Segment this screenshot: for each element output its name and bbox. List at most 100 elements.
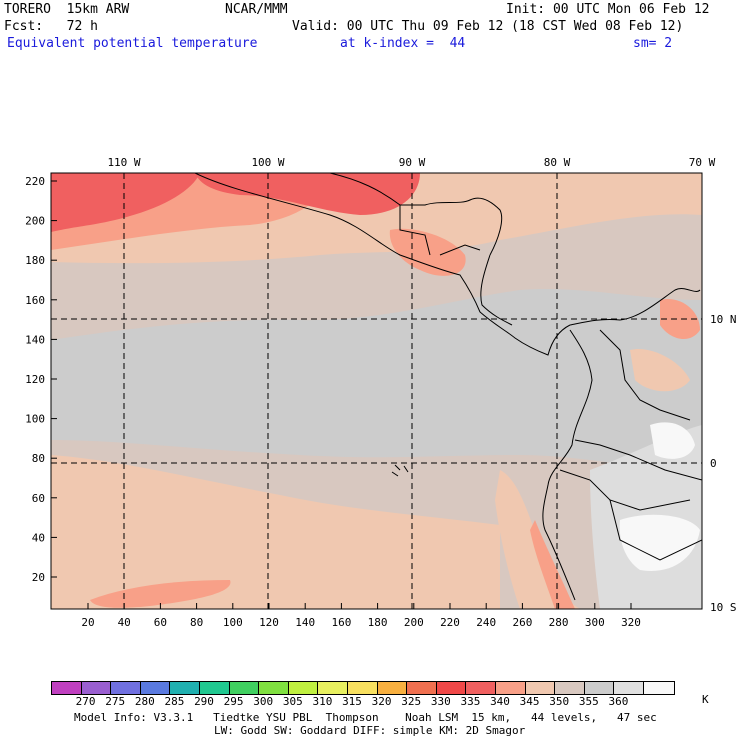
model-info: Model Info: V3.3.1 Tiedtke YSU PBL Thomp… xyxy=(74,711,657,724)
colorbar-swatch xyxy=(583,681,615,695)
y-tick-label: 160 xyxy=(25,294,45,307)
hot-band-northwest xyxy=(51,173,200,232)
grid-lines xyxy=(51,173,702,609)
y-axis-ticks: 220 200 180 160 140 120 100 80 60 40 20 xyxy=(25,175,57,584)
colorbar-label: 350 xyxy=(549,695,570,708)
coastlines xyxy=(194,173,702,601)
colorbar-swatch xyxy=(376,681,408,695)
border-peru-brazil xyxy=(609,499,702,561)
longitude-label: 80 W xyxy=(544,156,571,169)
longitude-label: 110 W xyxy=(107,156,140,169)
x-tick-label: 80 xyxy=(190,616,203,629)
y-tick-label: 220 xyxy=(25,175,45,188)
y-tick-label: 180 xyxy=(25,254,45,267)
warm-streak-south xyxy=(90,580,231,608)
colorbar-label: 305 xyxy=(282,695,303,708)
coast-colombia-north xyxy=(569,288,701,326)
smoothing-label: sm= 2 xyxy=(633,36,673,51)
colorbar-swatch xyxy=(287,681,319,695)
colorbar-swatch xyxy=(80,681,112,695)
colorbar-swatch xyxy=(199,681,230,695)
longitude-label: 70 W xyxy=(689,156,716,169)
colorbar-label: 285 xyxy=(164,695,185,708)
colorbar-swatch xyxy=(554,681,585,695)
colorbar-label: 280 xyxy=(134,695,155,708)
forecast-hour: Fcst: 72 h xyxy=(4,19,98,34)
x-tick-label: 60 xyxy=(154,616,167,629)
physics-info: LW: Godd SW: Goddard DIFF: simple KM: 2D… xyxy=(214,724,526,737)
field-name: Equivalent potential temperature xyxy=(7,36,258,51)
colorbar-swatch xyxy=(406,681,437,695)
latitude-label: 0 xyxy=(710,457,717,470)
x-tick-label: 300 xyxy=(585,616,605,629)
center-name: NCAR/MMM xyxy=(225,2,288,17)
colorbar-label: 345 xyxy=(519,695,540,708)
y-tick-label: 60 xyxy=(32,492,45,505)
longitude-label: 100 W xyxy=(251,156,284,169)
coast-caribbean-side xyxy=(480,254,513,326)
cool-band-equatorial xyxy=(51,288,702,470)
warm-patch-caribbean-coast xyxy=(660,299,700,340)
colorbar-swatch xyxy=(258,681,289,695)
coast-south-america-pacific xyxy=(542,329,593,601)
level-label: at k-index = 44 xyxy=(340,36,466,51)
x-tick-label: 240 xyxy=(476,616,496,629)
coast-central-america-pacific xyxy=(194,173,571,356)
y-tick-label: 120 xyxy=(25,373,45,386)
x-tick-label: 120 xyxy=(259,616,279,629)
colorbar-label: 315 xyxy=(342,695,362,708)
map-field xyxy=(51,173,702,609)
valid-time: Valid: 00 UTC Thu 09 Feb 12 (18 CST Wed … xyxy=(292,19,684,34)
map-frame xyxy=(50,172,703,610)
colorbar-swatch xyxy=(169,681,200,695)
colorbar-swatch xyxy=(347,681,378,695)
colorbar-swatch xyxy=(110,681,141,695)
warm-band-south xyxy=(51,455,500,609)
colorbar-label: 340 xyxy=(490,695,510,708)
colorbar-label: 270 xyxy=(75,695,96,708)
colorbar-label: 290 xyxy=(194,695,214,708)
colorbar-swatch xyxy=(228,681,260,695)
model-name: TORERO 15km ARW xyxy=(4,2,130,17)
border-colombia-venezuela xyxy=(599,329,691,421)
colorbar-label: 360 xyxy=(608,695,629,708)
border-guatemala xyxy=(399,205,431,256)
colorbar-unit: K xyxy=(702,693,709,706)
colorbar-swatch xyxy=(524,681,556,695)
warm-band-caribbean xyxy=(420,173,702,211)
warm-patch-venezuela xyxy=(630,349,690,392)
x-tick-label: 180 xyxy=(368,616,388,629)
colorbar-label: 310 xyxy=(312,695,333,708)
y-tick-label: 80 xyxy=(32,452,45,465)
colorbar-swatch xyxy=(51,681,82,695)
x-tick-label: 280 xyxy=(549,616,569,629)
latitude-label: 10 N xyxy=(710,313,737,326)
longitude-labels: 110 W 100 W 90 W 80 W 70 W xyxy=(107,156,715,169)
x-axis-ticks: 20 40 60 80 100 120 140 160 180 200 220 240 260 280 30… xyxy=(81,603,641,629)
y-tick-label: 140 xyxy=(25,333,45,346)
latitude-labels: 10 N 0 10 S xyxy=(710,313,737,614)
y-tick-label: 200 xyxy=(25,215,45,228)
warm-patch-guatemala xyxy=(389,228,466,276)
x-tick-label: 160 xyxy=(331,616,351,629)
border-colombia-peru xyxy=(574,439,702,481)
colorbar-label: 275 xyxy=(105,695,126,708)
coast-gulf xyxy=(329,173,503,256)
colorbar-label: 330 xyxy=(430,695,451,708)
x-tick-label: 20 xyxy=(81,616,94,629)
coast-galapagos xyxy=(391,464,409,477)
x-tick-label: 260 xyxy=(512,616,532,629)
colorbar-swatch xyxy=(495,681,526,695)
latitude-label: 10 S xyxy=(710,601,737,614)
colorbar-swatch xyxy=(317,681,348,695)
x-tick-label: 220 xyxy=(440,616,460,629)
x-tick-label: 140 xyxy=(295,616,315,629)
longitude-label: 90 W xyxy=(399,156,426,169)
colorbar-label: 295 xyxy=(223,695,244,708)
colorbar-swatch xyxy=(465,681,496,695)
cold-patch-andes-east xyxy=(619,514,700,571)
y-tick-label: 100 xyxy=(25,413,45,426)
colorbar-swatch xyxy=(613,681,644,695)
init-time: Init: 00 UTC Mon 06 Feb 12 xyxy=(506,2,710,17)
